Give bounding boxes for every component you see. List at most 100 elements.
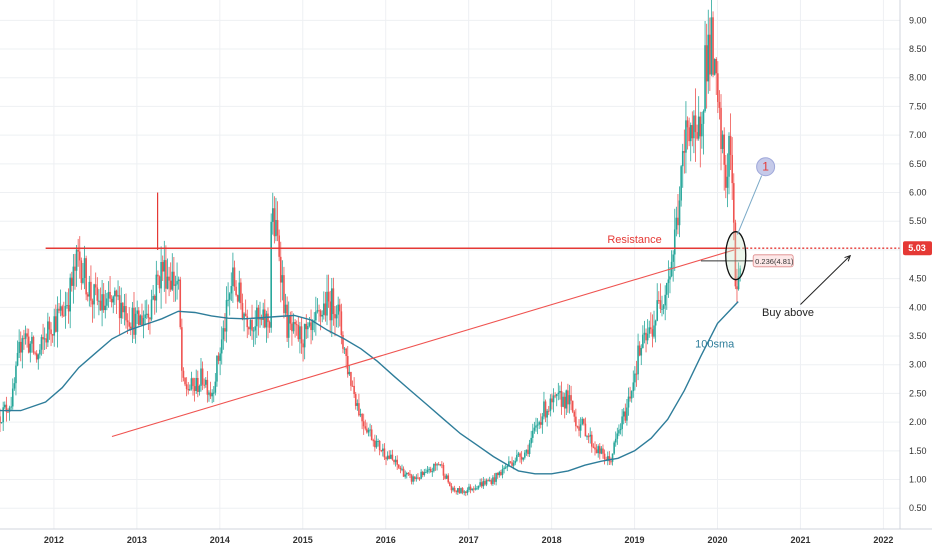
candle-body [260,317,263,320]
candle-body [423,472,426,476]
candle-body [305,323,308,330]
candle-body [519,453,521,457]
candle-body [98,300,100,302]
candle-body [283,275,285,314]
candle-body [11,388,14,407]
candle-body [382,448,384,452]
x-tick-label: 2020 [707,535,727,545]
candle-body [616,433,619,439]
candle-body [492,477,494,484]
candle-body [466,489,469,493]
candle-body [662,305,665,309]
candle-body [332,288,335,315]
candle-body [184,377,186,385]
candle-body [233,267,236,287]
candle-body [614,438,617,443]
candle-body [142,318,145,326]
candle-body [479,482,481,486]
candle-body [276,219,279,236]
candle-body [377,440,379,442]
candle-body [437,464,440,466]
candle-body [303,323,306,348]
candle-body [677,217,679,226]
candle-body [405,473,408,475]
candle-body [399,467,402,470]
candle-body [235,286,237,296]
candle-body [618,430,620,434]
candle-body [413,476,416,479]
candle-body [23,338,25,340]
wave-marker[interactable] [756,157,776,177]
candle-body [254,326,257,331]
candle-body [442,465,445,476]
candle-body [651,329,654,337]
indicator-lines [0,192,900,475]
candle-body [563,396,566,409]
candle-body [723,134,726,165]
y-tick-label: 2.50 [909,388,927,398]
candle-body [324,303,327,316]
candle-body [131,307,134,329]
candle-body [91,300,94,305]
candle-body [630,391,633,399]
candle-body [257,307,260,320]
candle-body [275,219,277,237]
candle-body [388,455,391,459]
candle-body [665,283,668,295]
candle-body [299,326,301,340]
highlight-ellipse[interactable] [725,231,747,281]
y-tick-label: 4.00 [909,302,927,312]
candle-body [364,426,367,429]
candle-body [425,472,427,474]
candle-body [278,235,280,257]
candle-body [90,281,92,301]
candle-body [554,395,556,397]
candle-body [643,332,646,335]
candle-body [701,123,703,137]
candle-body [270,221,272,328]
candle-body [597,446,599,454]
candle-body [3,404,6,408]
candle-body [488,480,491,482]
price-axis[interactable]: 0.501.001.502.002.503.003.504.004.505.00… [909,15,927,513]
candle-body [263,309,266,328]
candle-body [589,434,592,437]
candle-body [397,464,400,468]
candle-body [153,295,156,301]
candle-body [291,323,293,332]
candle-body [228,293,231,300]
candle-body [29,343,32,353]
candle-body [449,482,451,486]
candle-body [626,407,628,421]
candle-body [149,317,151,320]
candle-body [244,313,247,317]
candle-body [474,488,477,490]
candle-body [58,308,60,311]
candle-body [541,416,544,425]
grid [0,0,900,529]
candle-body [5,404,8,412]
x-tick-label: 2018 [542,535,562,545]
candle-body [506,465,509,468]
candle-body [409,473,411,476]
candle-body [321,314,324,317]
candle-body [562,396,564,407]
candle-body [457,488,459,493]
time-axis[interactable]: 2012 2013 2014 2015 2016 2017 2018 2019 2020 2021… [44,535,894,545]
candle-body [48,321,51,330]
candle-body [209,392,212,397]
candle-body [236,295,239,302]
candle-body [683,151,686,153]
candle-body [525,449,528,453]
candle-body [61,306,64,316]
fib-level[interactable]: 0.236(4.81) [700,254,794,268]
candle-body [217,355,220,361]
candle-body [528,443,531,454]
candle-body [37,354,40,360]
candle-body [659,300,662,309]
candle-body [311,320,314,331]
candle-body [380,450,383,452]
candle-body [627,396,630,408]
buy-above-label: Buy above [762,307,814,319]
